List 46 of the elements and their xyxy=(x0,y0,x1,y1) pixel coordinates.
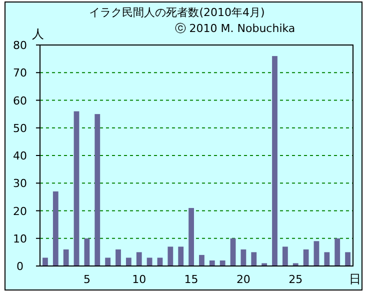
y-tick-label: 30 xyxy=(13,177,27,190)
bar xyxy=(199,254,204,266)
bar xyxy=(345,252,350,266)
bar xyxy=(63,249,69,266)
bar xyxy=(282,246,288,266)
bar xyxy=(105,258,111,266)
bar xyxy=(292,263,298,266)
bar xyxy=(324,252,330,266)
bar xyxy=(209,260,215,266)
bar xyxy=(84,238,90,266)
y-tick-label: 60 xyxy=(13,94,27,108)
bar xyxy=(188,208,194,266)
bar xyxy=(272,56,278,266)
x-axis-title: 日 xyxy=(349,272,361,286)
y-tick-label: 70 xyxy=(13,66,27,80)
y-tick-label: 20 xyxy=(13,204,27,218)
y-tick-label: 40 xyxy=(13,150,27,162)
y-tick-label: 10 xyxy=(13,232,27,246)
bar xyxy=(303,249,309,266)
x-tick-label: 20 xyxy=(236,273,250,286)
y-tick-label: 50 xyxy=(13,122,27,135)
y-tick-label: 80 xyxy=(13,39,27,52)
bar xyxy=(178,246,184,266)
chart-subtitle: ⓒ 2010 M. Nobuchika xyxy=(174,22,296,35)
bar xyxy=(94,114,100,266)
bar xyxy=(42,258,48,266)
bar xyxy=(136,252,142,266)
chart-title: イラク民間人の死者数(2010年4月) xyxy=(89,6,265,19)
bar xyxy=(314,241,320,266)
bar xyxy=(262,263,268,266)
x-tick-label: 5 xyxy=(83,273,90,286)
bar xyxy=(74,111,80,266)
bar xyxy=(116,249,121,266)
bar xyxy=(251,252,257,266)
y-tick-label: 0 xyxy=(16,260,24,273)
bar xyxy=(52,191,58,266)
x-tick-label: 15 xyxy=(184,273,198,286)
bar xyxy=(220,260,226,266)
x-tick-label: 10 xyxy=(132,273,146,286)
bar xyxy=(334,238,340,266)
bar xyxy=(168,246,174,266)
bar xyxy=(230,238,236,266)
y-axis-title: 人 xyxy=(32,27,44,41)
bar xyxy=(146,258,152,266)
x-tick-label: 25 xyxy=(288,273,303,286)
bar xyxy=(126,258,132,266)
